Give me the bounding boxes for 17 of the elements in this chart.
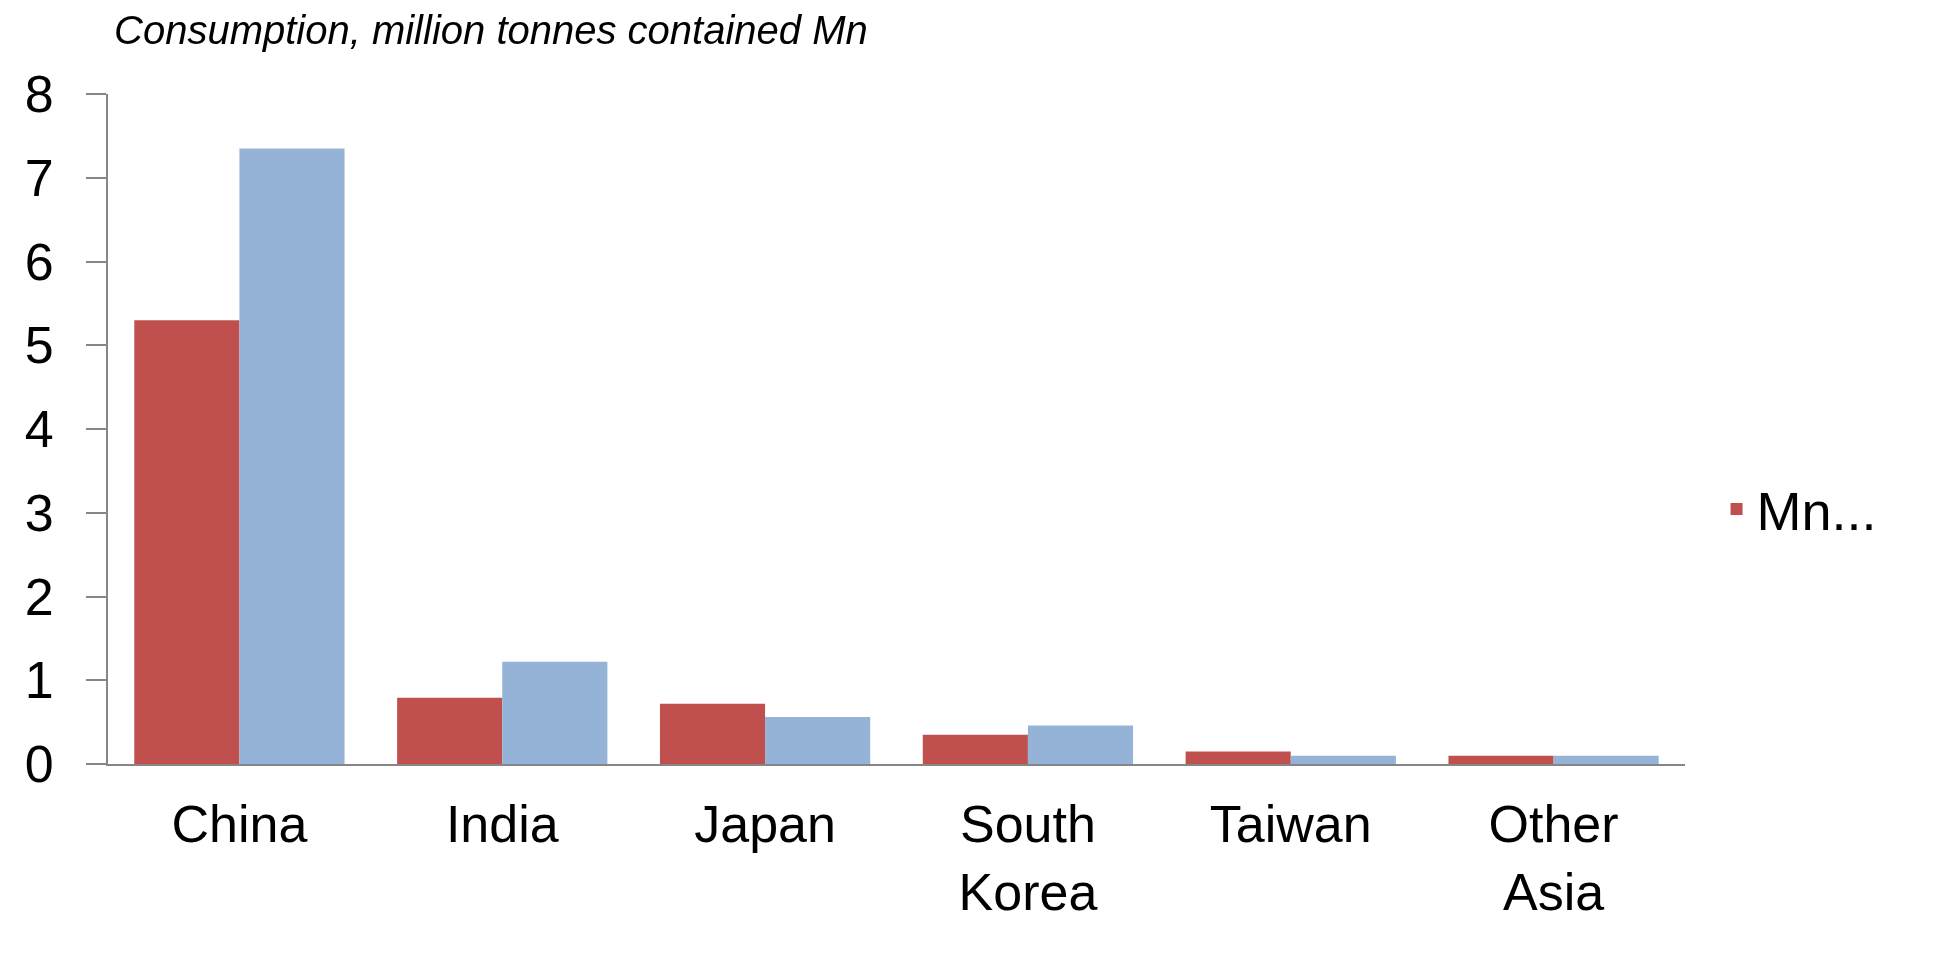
y-tick-label: 2 [24, 567, 54, 626]
x-tick-label: South Korea [958, 795, 1098, 921]
y-tick-label: 4 [24, 400, 54, 459]
legend-label: Mn... [1756, 481, 1877, 542]
y-tick-label: 3 [24, 483, 54, 542]
x-tick-label: Taiwan [1209, 795, 1372, 854]
y-tick-label: 0 [24, 735, 54, 794]
x-tick-label: China [171, 795, 308, 854]
x-tick-label: India [445, 795, 559, 854]
y-tick-label: 1 [24, 651, 54, 710]
y-tick-label: 7 [24, 148, 54, 207]
y-tick-label: 5 [24, 316, 54, 375]
y-axis-title: Consumption, million tonnes contained Mn [114, 8, 868, 52]
y-tick-label: 6 [24, 232, 54, 291]
y-tick-label: 8 [24, 65, 54, 124]
x-tick-label: Japan [694, 795, 836, 854]
x-tick-label: Other Asia [1488, 795, 1619, 921]
